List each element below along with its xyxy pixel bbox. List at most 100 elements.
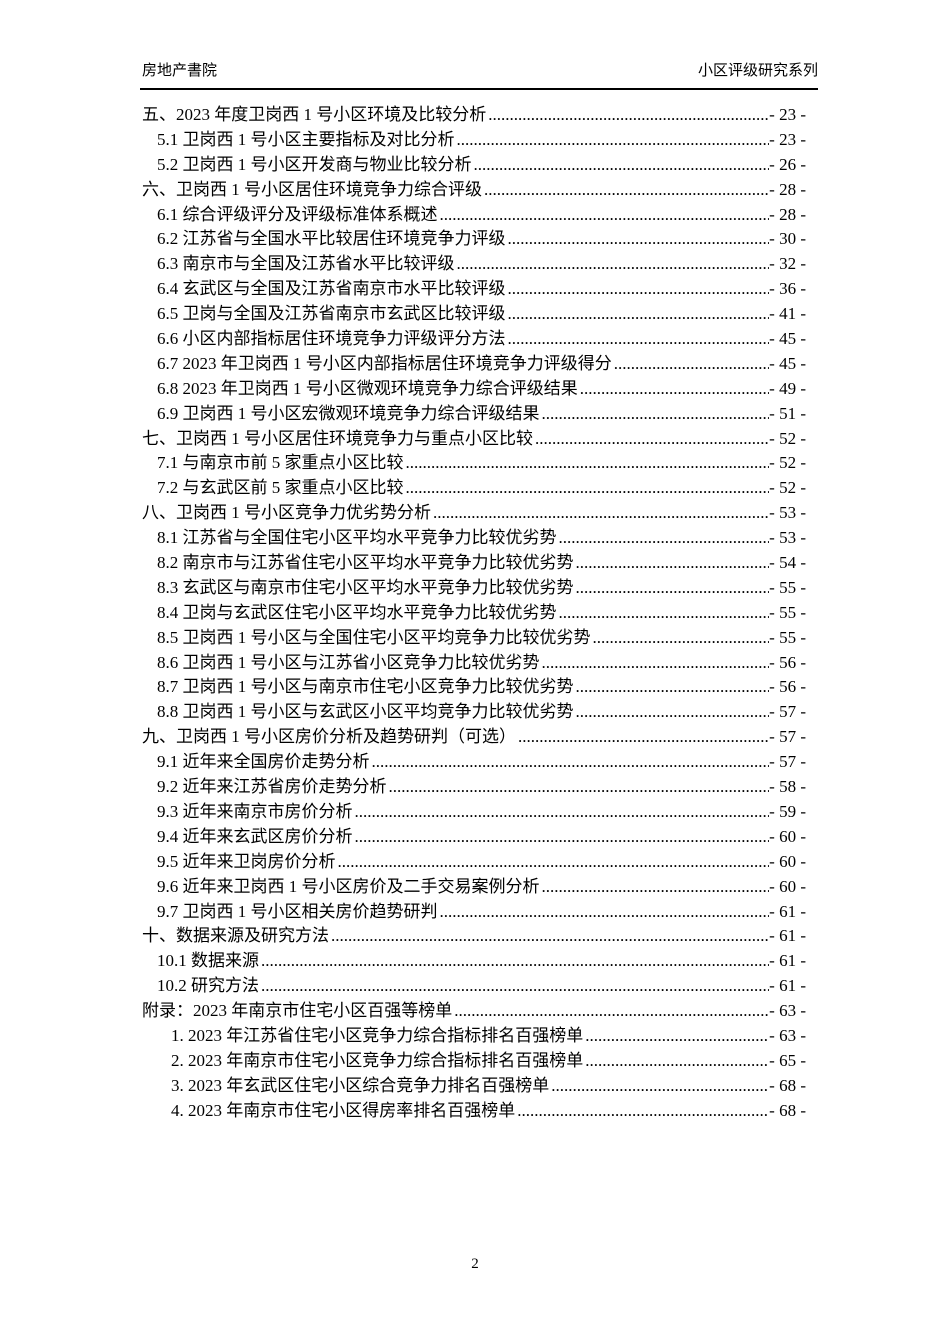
dot-leader: ........................................…	[585, 1050, 769, 1070]
toc-entry-title: 8.2 南京市与江苏省住宅小区平均水平竞争力比较优劣势	[157, 553, 574, 573]
toc-entry-title: 3. 2023 年玄武区住宅小区综合竞争力排名百强榜单	[171, 1075, 550, 1095]
toc-entry-title: 5.2 卫岗西 1 号小区开发商与物业比较分析	[157, 154, 472, 174]
toc-entry-title: 6.5 卫岗与全国及江苏省南京市玄武区比较评级	[157, 304, 506, 324]
toc-entry-title: 9.3 近年来南京市房价分析	[157, 801, 353, 821]
toc-entry: 8.1 江苏省与全国住宅小区平均水平竞争力比较优劣势..............…	[142, 526, 806, 551]
dot-leader: ........................................…	[535, 428, 769, 448]
toc-entry: 1. 2023 年江苏省住宅小区竞争力综合指标排名百强榜单...........…	[142, 1024, 806, 1049]
toc-entry: 6.2 江苏省与全国水平比较居住环境竞争力评级.................…	[142, 227, 806, 252]
toc-entry-page: - 61 -	[769, 926, 806, 946]
dot-leader: ........................................…	[507, 329, 770, 349]
page-number: 2	[471, 1256, 479, 1272]
dot-leader: ........................................…	[558, 528, 770, 548]
dot-leader: ........................................…	[484, 179, 769, 199]
toc-entry: 7.2 与玄武区前 5 家重点小区比较.....................…	[142, 476, 806, 501]
toc-entry: 9.6 近年来卫岗西 1 号小区房价及二手交易案例分析.............…	[142, 875, 806, 900]
toc-entry-page: - 57 -	[769, 752, 806, 772]
dot-leader: ........................................…	[454, 1001, 769, 1021]
toc-entry-title: 6.3 南京市与全国及江苏省水平比较评级	[157, 254, 455, 274]
toc-entry-page: - 68 -	[769, 1100, 806, 1120]
toc-entry-title: 9.7 卫岗西 1 号小区相关房价趋势研判	[157, 901, 438, 921]
dot-leader: ........................................…	[488, 105, 769, 124]
toc-entry-title: 六、卫岗西 1 号小区居住环境竞争力综合评级	[142, 179, 482, 199]
dot-leader: ........................................…	[585, 1025, 769, 1045]
toc-entry-page: - 53 -	[769, 528, 806, 548]
toc-entry: 8.7 卫岗西 1 号小区与南京市住宅小区竞争力比较优劣势...........…	[142, 675, 806, 700]
toc-entry: 7.1 与南京市前 5 家重点小区比较.....................…	[142, 451, 806, 476]
toc-entry: 8.6 卫岗西 1 号小区与江苏省小区竞争力比较优劣势.............…	[142, 651, 806, 676]
toc-entry-title: 8.6 卫岗西 1 号小区与江苏省小区竞争力比较优劣势	[157, 652, 540, 672]
toc-entry-title: 8.3 玄武区与南京市住宅小区平均水平竞争力比较优劣势	[157, 577, 574, 597]
dot-leader: ........................................…	[473, 154, 770, 174]
header-left-text: 房地产書院	[142, 63, 218, 79]
dot-leader: ........................................…	[613, 353, 769, 373]
toc-entry-page: - 32 -	[769, 254, 806, 274]
toc-entry-page: - 59 -	[769, 801, 806, 821]
toc-entry: 8.3 玄武区与南京市住宅小区平均水平竞争力比较优劣势.............…	[142, 576, 806, 601]
toc-entry-title: 8.4 卫岗与玄武区住宅小区平均水平竞争力比较优劣势	[157, 602, 557, 622]
toc-entry: 10.1 数据来源...............................…	[142, 949, 806, 974]
toc-entry-title: 6.1 综合评级评分及评级标准体系概述	[157, 204, 438, 224]
toc-entry-page: - 23 -	[769, 129, 806, 149]
toc-entry: 八、卫岗西 1 号小区竞争力优劣势分析.....................…	[142, 501, 806, 526]
toc-entry-title: 附录：2023 年南京市住宅小区百强等榜单	[142, 1001, 453, 1021]
toc-entry-page: - 56 -	[769, 677, 806, 697]
dot-leader: ........................................…	[575, 577, 770, 597]
toc-entry-title: 五、2023 年度卫岗西 1 号小区环境及比较分析	[142, 105, 487, 124]
toc-entry-page: - 61 -	[769, 976, 806, 996]
toc-entry-title: 十、数据来源及研究方法	[142, 926, 329, 946]
toc-entry-title: 6.9 卫岗西 1 号小区宏微观环境竞争力综合评级结果	[157, 403, 540, 423]
toc-entry-title: 7.2 与玄武区前 5 家重点小区比较	[157, 478, 404, 498]
dot-leader: ........................................…	[507, 304, 770, 324]
toc-entry-page: - 68 -	[769, 1075, 806, 1095]
toc-entry-page: - 60 -	[769, 826, 806, 846]
toc-entry: 9.7 卫岗西 1 号小区相关房价趋势研判...................…	[142, 900, 806, 925]
dot-leader: ........................................…	[579, 378, 769, 398]
toc-entry-page: - 51 -	[769, 403, 806, 423]
dot-leader: ........................................…	[541, 652, 770, 672]
toc-entry: 附录：2023 年南京市住宅小区百强等榜单...................…	[142, 999, 806, 1024]
toc-entry-page: - 61 -	[769, 951, 806, 971]
toc-entry: 9.2 近年来江苏省房价走势分析........................…	[142, 775, 806, 800]
toc-entry-page: - 49 -	[769, 378, 806, 398]
dot-leader: ........................................…	[575, 702, 770, 722]
toc-entry: 8.8 卫岗西 1 号小区与玄武区小区平均竞争力比较优劣势...........…	[142, 700, 806, 725]
dot-leader: ........................................…	[575, 677, 770, 697]
header-divider-rule	[140, 88, 818, 90]
toc-entry-title: 6.8 2023 年卫岗西 1 号小区微观环境竞争力综合评级结果	[157, 378, 578, 398]
dot-leader: ........................................…	[575, 553, 770, 573]
toc-entry-title: 八、卫岗西 1 号小区竞争力优劣势分析	[142, 503, 431, 523]
toc-entry-title: 9.2 近年来江苏省房价走势分析	[157, 777, 387, 797]
header-right-text: 小区评级研究系列	[697, 63, 818, 79]
toc-entry: 2. 2023 年南京市住宅小区竞争力综合指标排名百强榜单...........…	[142, 1049, 806, 1074]
toc-entry: 5.2 卫岗西 1 号小区开发商与物业比较分析.................…	[142, 153, 806, 178]
toc-entry-title: 九、卫岗西 1 号小区房价分析及趋势研判（可选）	[142, 727, 516, 747]
toc-entry: 6.4 玄武区与全国及江苏省南京市水平比较评级.................…	[142, 277, 806, 302]
toc-entry-page: - 63 -	[769, 1025, 806, 1045]
toc-entry: 10.2 研究方法...............................…	[142, 974, 806, 999]
toc-entry: 6.8 2023 年卫岗西 1 号小区微观环境竞争力综合评级结果........…	[142, 377, 806, 402]
toc-entry: 9.1 近年来全国房价走势分析.........................…	[142, 750, 806, 775]
dot-leader: ........................................…	[558, 602, 770, 622]
dot-leader: ........................................…	[592, 627, 770, 647]
dot-leader: ........................................…	[371, 752, 770, 772]
toc-entry-title: 8.8 卫岗西 1 号小区与玄武区小区平均竞争力比较优劣势	[157, 702, 574, 722]
toc-entry: 九、卫岗西 1 号小区房价分析及趋势研判（可选）................…	[142, 725, 806, 750]
dot-leader: ........................................…	[507, 279, 770, 299]
toc-entry-page: - 63 -	[769, 1001, 806, 1021]
toc-entry: 6.5 卫岗与全国及江苏省南京市玄武区比较评级.................…	[142, 302, 806, 327]
toc-entry: 十、数据来源及研究方法.............................…	[142, 924, 806, 949]
toc-entry: 8.2 南京市与江苏省住宅小区平均水平竞争力比较优劣势.............…	[142, 551, 806, 576]
dot-leader: ........................................…	[456, 254, 770, 274]
toc-entry: 8.5 卫岗西 1 号小区与全国住宅小区平均竞争力比较优劣势..........…	[142, 626, 806, 651]
dot-leader: ........................................…	[405, 478, 770, 498]
dot-leader: ........................................…	[439, 901, 770, 921]
toc-entry-page: - 41 -	[769, 304, 806, 324]
toc-entry-title: 9.5 近年来卫岗房价分析	[157, 851, 336, 871]
toc-entry: 七、卫岗西 1 号小区居住环境竞争力与重点小区比较...............…	[142, 427, 806, 452]
toc-entry-title: 10.2 研究方法	[157, 976, 259, 996]
dot-leader: ........................................…	[261, 951, 770, 971]
toc-entry-page: - 57 -	[769, 702, 806, 722]
toc-entry-title: 8.5 卫岗西 1 号小区与全国住宅小区平均竞争力比较优劣势	[157, 627, 591, 647]
